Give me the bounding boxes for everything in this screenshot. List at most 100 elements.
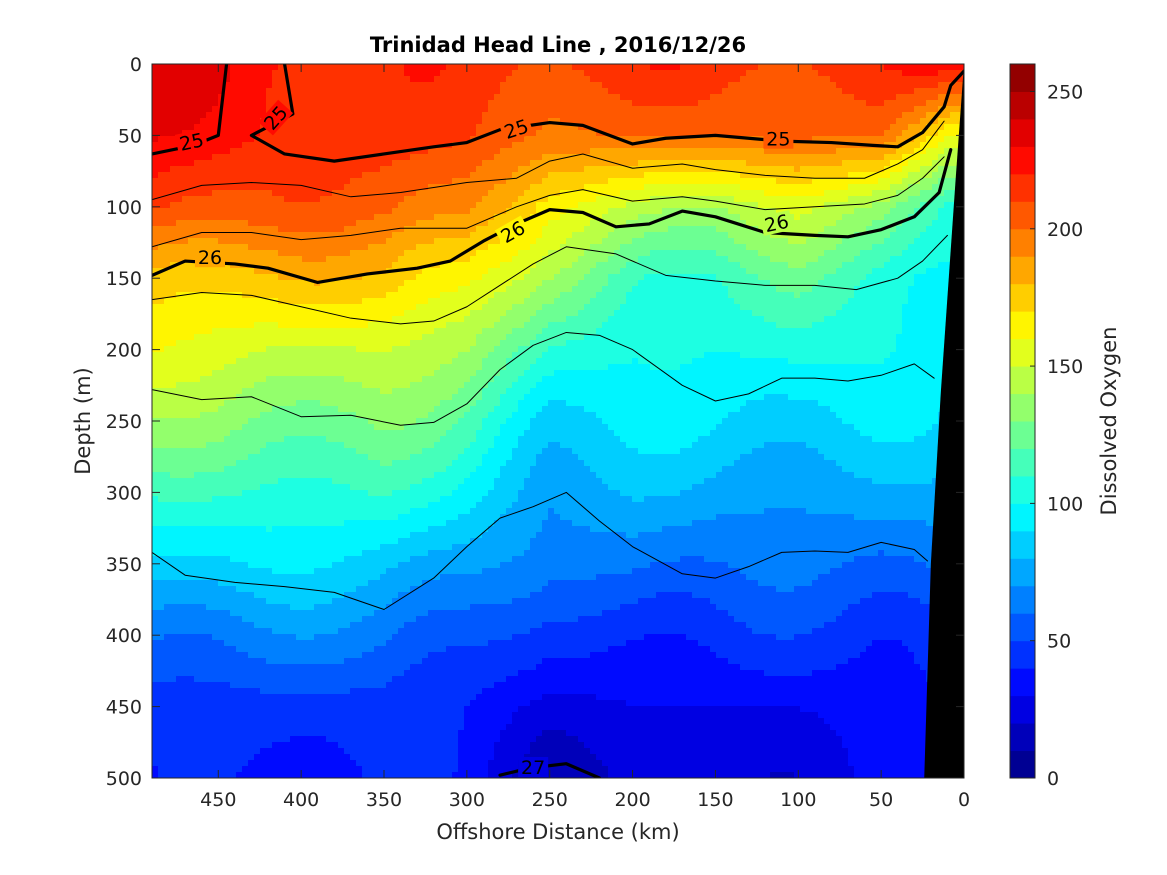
oxygen-cell bbox=[596, 184, 603, 191]
oxygen-cell bbox=[224, 262, 231, 269]
oxygen-cell bbox=[632, 226, 639, 233]
oxygen-cell bbox=[164, 232, 171, 239]
oxygen-cell bbox=[644, 70, 651, 77]
oxygen-cell bbox=[542, 202, 549, 209]
oxygen-cell bbox=[602, 76, 609, 83]
oxygen-cell bbox=[800, 76, 807, 83]
oxygen-cell bbox=[836, 220, 843, 227]
oxygen-cell bbox=[206, 220, 213, 227]
oxygen-cell bbox=[266, 166, 273, 173]
oxygen-cell bbox=[530, 178, 537, 185]
oxygen-cell bbox=[596, 208, 603, 215]
oxygen-cell bbox=[506, 244, 513, 251]
oxygen-cell bbox=[206, 118, 213, 125]
oxygen-cell bbox=[734, 238, 741, 245]
oxygen-cell bbox=[590, 280, 597, 287]
oxygen-cell bbox=[782, 148, 789, 155]
oxygen-cell bbox=[806, 244, 813, 251]
oxygen-cell bbox=[428, 250, 435, 257]
oxygen-cell bbox=[386, 94, 393, 101]
oxygen-cell bbox=[152, 118, 159, 125]
oxygen-cell bbox=[542, 190, 549, 197]
oxygen-cell bbox=[458, 274, 465, 281]
oxygen-cell bbox=[290, 268, 297, 275]
oxygen-cell bbox=[464, 100, 471, 107]
oxygen-cell bbox=[470, 208, 477, 215]
oxygen-cell bbox=[722, 136, 729, 143]
oxygen-cell bbox=[704, 196, 711, 203]
oxygen-cell bbox=[200, 64, 207, 71]
oxygen-cell bbox=[584, 118, 591, 125]
oxygen-cell bbox=[602, 112, 609, 119]
oxygen-cell bbox=[806, 190, 813, 197]
oxygen-cell bbox=[236, 88, 243, 95]
oxygen-cell bbox=[428, 76, 435, 83]
oxygen-cell bbox=[818, 124, 825, 131]
oxygen-cell bbox=[152, 184, 159, 191]
oxygen-cell bbox=[470, 130, 477, 137]
oxygen-cell bbox=[428, 130, 435, 137]
oxygen-cell bbox=[896, 76, 903, 83]
oxygen-cell bbox=[374, 100, 381, 107]
oxygen-cell bbox=[662, 130, 669, 137]
oxygen-cell bbox=[470, 274, 477, 281]
oxygen-cell bbox=[428, 202, 435, 209]
oxygen-cell bbox=[230, 220, 237, 227]
oxygen-cell bbox=[854, 226, 861, 233]
oxygen-cell bbox=[626, 280, 633, 287]
oxygen-cell bbox=[422, 154, 429, 161]
oxygen-cell bbox=[944, 106, 951, 113]
oxygen-cell bbox=[320, 124, 327, 131]
oxygen-cell bbox=[356, 160, 363, 167]
oxygen-cell bbox=[362, 94, 369, 101]
oxygen-cell bbox=[542, 70, 549, 77]
oxygen-cell bbox=[440, 88, 447, 95]
oxygen-cell bbox=[452, 220, 459, 227]
oxygen-cell bbox=[848, 136, 855, 143]
oxygen-cell bbox=[530, 112, 537, 119]
oxygen-cell bbox=[902, 124, 909, 131]
oxygen-cell bbox=[884, 130, 891, 137]
oxygen-cell bbox=[416, 172, 423, 179]
oxygen-cell bbox=[716, 184, 723, 191]
oxygen-cell bbox=[248, 160, 255, 167]
oxygen-cell bbox=[248, 238, 255, 245]
oxygen-cell bbox=[530, 142, 537, 149]
oxygen-cell bbox=[290, 124, 297, 131]
oxygen-cell bbox=[188, 250, 195, 257]
oxygen-cell bbox=[350, 88, 357, 95]
oxygen-cell bbox=[440, 178, 447, 185]
oxygen-cell bbox=[764, 244, 771, 251]
oxygen-cell bbox=[296, 106, 303, 113]
oxygen-cell bbox=[326, 130, 333, 137]
oxygen-cell bbox=[380, 118, 387, 125]
oxygen-cell bbox=[518, 64, 525, 71]
oxygen-cell bbox=[446, 244, 453, 251]
oxygen-cell bbox=[368, 82, 375, 89]
oxygen-cell bbox=[824, 184, 831, 191]
oxygen-cell bbox=[848, 70, 855, 77]
oxygen-cell bbox=[572, 232, 579, 239]
oxygen-cell bbox=[902, 196, 909, 203]
oxygen-cell bbox=[338, 202, 345, 209]
oxygen-cell bbox=[320, 262, 327, 269]
oxygen-cell bbox=[920, 274, 927, 281]
oxygen-cell bbox=[746, 232, 753, 239]
oxygen-cell bbox=[428, 190, 435, 197]
oxygen-cell bbox=[566, 124, 573, 131]
oxygen-cell bbox=[518, 112, 525, 119]
oxygen-cell bbox=[578, 196, 585, 203]
oxygen-cell bbox=[548, 226, 555, 233]
oxygen-cell bbox=[218, 172, 225, 179]
oxygen-cell bbox=[410, 106, 417, 113]
oxygen-cell bbox=[344, 118, 351, 125]
oxygen-cell bbox=[842, 208, 849, 215]
oxygen-cell bbox=[440, 136, 447, 143]
oxygen-cell bbox=[548, 244, 555, 251]
oxygen-cell bbox=[644, 238, 651, 245]
oxygen-cell bbox=[392, 166, 399, 173]
oxygen-cell bbox=[512, 106, 519, 113]
oxygen-cell bbox=[212, 148, 219, 155]
oxygen-cell bbox=[554, 268, 561, 275]
oxygen-cell bbox=[662, 160, 669, 167]
